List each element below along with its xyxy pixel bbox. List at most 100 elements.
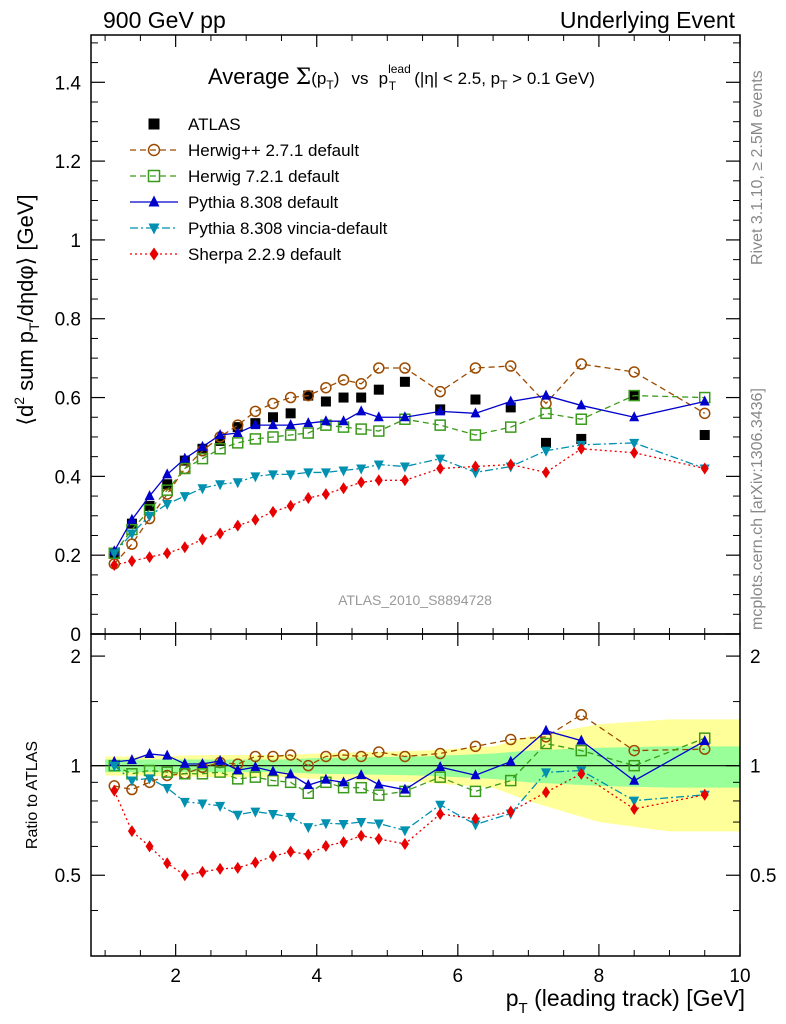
- ratio-point: [577, 767, 586, 780]
- ratio-point: [285, 812, 296, 823]
- ratio-point: [339, 836, 348, 849]
- data-point: [338, 392, 349, 403]
- ratio-point: [699, 735, 710, 746]
- data-point: [268, 470, 279, 481]
- legend-marker: [148, 118, 160, 130]
- legend: ATLAS Herwig++ 2.7.1 default Herwig 7.2.1 …: [130, 115, 388, 264]
- ratio-point: [320, 819, 331, 830]
- data-point: [267, 431, 279, 443]
- series-layer: [108, 358, 711, 572]
- series-line: [114, 448, 705, 566]
- data-point: [267, 397, 279, 410]
- data-point: [215, 435, 226, 446]
- data-point: [541, 446, 552, 457]
- data-point: [144, 500, 155, 511]
- data-point: [471, 460, 480, 473]
- data-point: [145, 551, 154, 564]
- data-point: [126, 529, 137, 540]
- analysis-id: ATLAS_2010_S8894728: [338, 592, 492, 608]
- data-point: [374, 474, 383, 487]
- data-point: [249, 433, 262, 445]
- legend-label: Pythia 8.308 default: [188, 193, 339, 212]
- ratio-point: [284, 749, 297, 761]
- legend-marker: [149, 247, 159, 261]
- data-point: [505, 402, 516, 413]
- ratio-point: [162, 749, 173, 760]
- ratio-point: [373, 778, 384, 789]
- data-point: [285, 408, 296, 419]
- data-point: [356, 464, 367, 475]
- data-point: [321, 488, 330, 501]
- data-point: [399, 376, 410, 387]
- ratio-point: [161, 766, 173, 778]
- legend-entry: Pythia 8.308 vincia-default: [130, 219, 388, 238]
- data-point: [214, 443, 226, 455]
- ratio-y-tick-label: 1: [70, 757, 81, 778]
- data-point: [251, 513, 260, 526]
- data-point: [320, 468, 331, 479]
- data-point: [162, 479, 173, 490]
- ratio-point: [180, 869, 189, 882]
- data-point: [250, 472, 261, 483]
- ratio-point: [700, 788, 709, 801]
- ratio-point: [542, 786, 551, 799]
- ratio-point: [629, 774, 640, 785]
- data-point: [161, 484, 173, 496]
- ratio-series-2: [108, 732, 711, 801]
- data-point: [233, 519, 242, 532]
- data-point: [373, 384, 384, 395]
- series-4: [109, 438, 710, 560]
- data-point: [576, 433, 587, 444]
- data-point: [302, 389, 315, 402]
- data-point: [373, 362, 385, 374]
- data-point: [505, 395, 516, 406]
- ratio-point: [504, 733, 517, 746]
- legend-label: ATLAS: [188, 115, 241, 134]
- ratio-point: [268, 765, 279, 776]
- data-point: [269, 505, 278, 518]
- data-point: [198, 533, 207, 546]
- ratio-point: [505, 755, 516, 766]
- ratio-point: [232, 810, 243, 821]
- data-point: [284, 391, 297, 404]
- legend-entry: Herwig++ 2.7.1 default: [130, 141, 359, 160]
- data-point: [126, 538, 138, 550]
- data-point: [434, 385, 446, 398]
- data-point: [231, 437, 244, 449]
- ratio-point: [399, 783, 410, 794]
- y-tick-label: 0.2: [55, 546, 81, 567]
- ratio-point: [321, 839, 330, 852]
- ratio-point: [285, 768, 296, 779]
- data-point: [698, 407, 711, 420]
- mcplots-label: mcplots.cern.ch [arXiv:1306.3436]: [749, 388, 766, 630]
- ratio-series-3: [109, 724, 710, 794]
- data-point: [286, 499, 295, 512]
- data-point: [268, 419, 279, 430]
- data-point: [470, 407, 481, 418]
- ratio-point: [435, 800, 446, 811]
- ratio-y-tick-label: 0.5: [55, 866, 81, 887]
- data-point: [250, 419, 261, 430]
- data-point: [196, 452, 209, 465]
- ratio-point: [250, 761, 261, 772]
- data-point: [285, 470, 296, 481]
- series-3: [109, 389, 710, 556]
- ratio-point: [197, 799, 208, 810]
- ratio-point: [355, 781, 367, 794]
- y-tick-label: 1.4: [55, 73, 82, 94]
- data-point: [216, 527, 225, 540]
- ratio-point: [320, 750, 332, 763]
- data-point: [284, 429, 297, 441]
- data-point: [400, 474, 409, 487]
- data-point: [110, 559, 119, 572]
- ratio-point: [630, 802, 639, 815]
- data-point: [435, 405, 446, 416]
- data-point: [302, 427, 315, 439]
- data-point: [356, 392, 367, 403]
- main-ylabel: ⟨d2 sum pT/dηdφ⟩ [GeV]: [11, 194, 42, 425]
- ratio-point: [302, 759, 315, 772]
- ratio-point: [435, 761, 446, 772]
- ratio-point: [163, 857, 172, 870]
- ratio-point: [575, 744, 588, 757]
